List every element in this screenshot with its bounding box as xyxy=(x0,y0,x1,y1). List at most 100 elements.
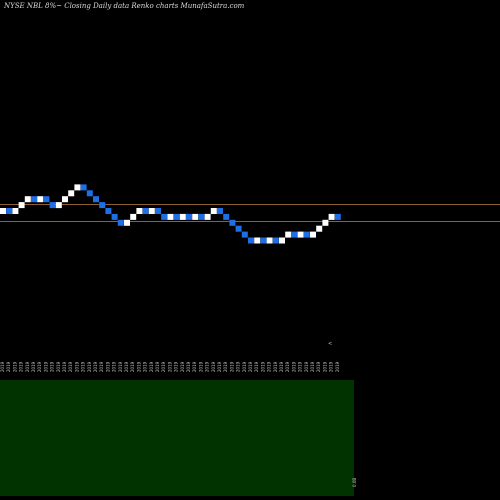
x-tick-label: 2019 xyxy=(211,361,216,372)
renko-brick-down xyxy=(260,237,267,244)
x-tick-label: 2019 xyxy=(298,361,303,372)
x-tick-label: 2019 xyxy=(25,361,30,372)
renko-brick-up xyxy=(124,219,130,226)
volume-axis-label: 0.0B xyxy=(352,478,357,487)
x-tick-label: 2019 xyxy=(329,361,334,372)
x-tick-label: 2019 xyxy=(112,361,117,372)
x-tick-label: 2019 xyxy=(50,361,55,372)
x-tick-label: 2019 xyxy=(205,361,210,372)
x-tick-label: 2019 xyxy=(56,361,61,372)
renko-brick-down xyxy=(161,213,168,220)
x-tick-label: 2019 xyxy=(99,361,104,372)
renko-brick-down xyxy=(49,202,56,209)
renko-brick-down xyxy=(241,231,248,238)
renko-brick-down xyxy=(99,202,106,209)
x-tick-label: 2019 xyxy=(87,361,92,372)
renko-brick-up xyxy=(204,213,211,220)
renko-brick-down xyxy=(217,208,223,214)
renko-brick-up xyxy=(285,231,292,238)
renko-brick-up xyxy=(167,213,174,220)
renko-brick-down xyxy=(43,196,50,203)
x-tick-label: 2019 xyxy=(31,361,36,372)
x-tick-label: 2019 xyxy=(118,361,123,372)
x-tick-label: 2019 xyxy=(279,361,284,372)
renko-brick-up xyxy=(210,208,217,214)
x-tick-label: 2019 xyxy=(12,361,17,372)
renko-brick-down xyxy=(142,208,149,214)
x-tick-label: 2019 xyxy=(180,361,185,372)
x-tick-label: 2019 xyxy=(304,361,309,372)
x-axis-ticks: 2019 2019 2019 2019 2019 2019 2019 2019 2019 2019… xyxy=(0,361,340,372)
renko-brick-up xyxy=(12,208,19,214)
x-tick-label: 2019 xyxy=(322,361,327,372)
renko-brick-down xyxy=(80,184,87,191)
renko-brick-up xyxy=(316,225,323,232)
renko-brick-up xyxy=(328,213,335,220)
renko-brick-down xyxy=(31,196,37,203)
x-tick-label: 2019 xyxy=(260,361,265,372)
renko-brick-down xyxy=(291,231,298,238)
renko-brick-down xyxy=(223,213,230,220)
x-tick-label: 2019 xyxy=(93,361,98,372)
x-tick-label: 2019 xyxy=(0,361,5,372)
renko-brick-up xyxy=(62,196,68,203)
x-tick-label: 2019 xyxy=(124,361,129,372)
x-tick-label: 2019 xyxy=(81,361,86,372)
x-tick-label: 2019 xyxy=(198,361,203,372)
renko-brick-down xyxy=(86,190,93,197)
renko-brick-down xyxy=(229,219,236,226)
x-tick-label: 2019 xyxy=(242,361,247,372)
renko-brick-up xyxy=(266,237,273,244)
x-tick-label: 2019 xyxy=(149,361,154,372)
x-tick-label: 2019 xyxy=(19,361,24,372)
x-tick-label: 2019 xyxy=(62,361,67,372)
x-tick-label: 2019 xyxy=(236,361,241,372)
brick-group xyxy=(0,184,341,244)
renko-brick-up xyxy=(310,231,316,238)
renko-brick-down xyxy=(117,219,124,226)
renko-brick-down xyxy=(334,213,341,220)
x-tick-label: 2019 xyxy=(217,361,222,372)
x-tick-label: 2019 xyxy=(248,361,253,372)
renko-brick-up xyxy=(148,208,155,214)
x-tick-label: 2019 xyxy=(68,361,73,372)
renko-brick-down xyxy=(248,237,254,244)
x-tick-label: 2019 xyxy=(223,361,228,372)
renko-brick-up xyxy=(279,237,285,244)
x-tick-label: 2019 xyxy=(136,361,141,372)
renko-brick-down xyxy=(6,208,13,214)
renko-brick-up xyxy=(37,196,44,203)
renko-brick-up xyxy=(179,213,186,220)
renko-brick-down xyxy=(272,237,279,244)
renko-brick-down xyxy=(105,208,112,214)
renko-brick-up xyxy=(74,184,81,191)
renko-brick-up xyxy=(24,196,31,203)
renko-brick-up xyxy=(192,213,199,220)
renko-brick-up xyxy=(130,213,137,220)
marker-glyph: < xyxy=(328,341,332,347)
chart-title: NYSE NBL 8%~ Closing Daily data Renko ch… xyxy=(4,2,245,10)
x-tick-label: 2019 xyxy=(310,361,315,372)
renko-brick-up xyxy=(68,190,75,197)
renko-brick-down xyxy=(303,231,310,238)
renko-brick-down xyxy=(173,213,180,220)
x-tick-label: 2019 xyxy=(335,361,340,372)
x-tick-label: 2019 xyxy=(285,361,290,372)
volume-panel xyxy=(0,380,354,496)
x-tick-label: 2019 xyxy=(155,361,160,372)
renko-brick-down xyxy=(155,208,161,214)
renko-brick-down xyxy=(198,213,205,220)
renko-brick-up xyxy=(322,219,329,226)
x-tick-label: 2019 xyxy=(130,361,135,372)
x-tick-label: 2019 xyxy=(143,361,148,372)
x-tick-label: 2019 xyxy=(229,361,234,372)
x-tick-label: 2019 xyxy=(74,361,79,372)
x-tick-label: 2019 xyxy=(291,361,296,372)
x-tick-label: 2019 xyxy=(192,361,197,372)
x-tick-label: 2019 xyxy=(254,361,259,372)
x-tick-label: 2019 xyxy=(37,361,42,372)
renko-brick-up xyxy=(136,208,143,214)
x-tick-label: 2019 xyxy=(174,361,179,372)
x-tick-label: 2019 xyxy=(186,361,191,372)
